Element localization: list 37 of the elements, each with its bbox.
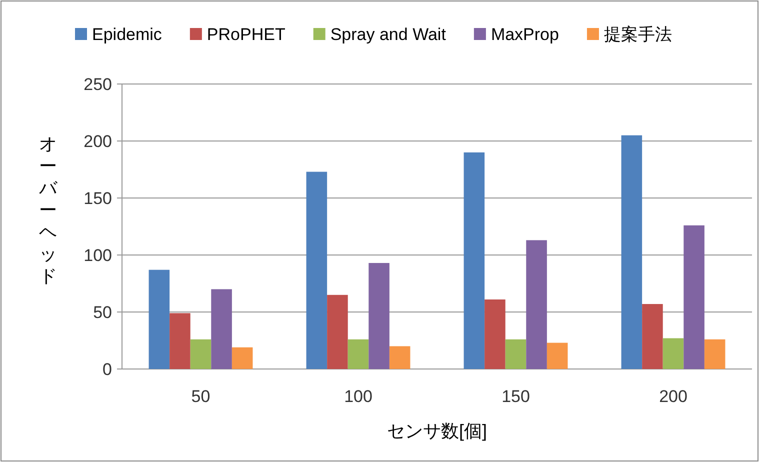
legend-label: Epidemic: [92, 25, 162, 44]
bar: [484, 299, 506, 369]
bar: [148, 270, 170, 369]
y-tick-label: 250: [84, 75, 112, 94]
y-tick-label: 150: [84, 189, 112, 208]
y-tick-label: 200: [84, 132, 112, 151]
x-tick-label: 100: [344, 387, 372, 406]
y-tick-label: 100: [84, 246, 112, 265]
bar: [505, 339, 526, 369]
bar: [704, 339, 726, 369]
legend-label: Spray and Wait: [330, 25, 446, 44]
bar: [464, 152, 485, 369]
x-tick-label: 50: [191, 387, 210, 406]
x-axis-title: センサ数[個]: [386, 421, 488, 441]
bar: [327, 294, 348, 369]
legend-label: PRoPHET: [206, 25, 286, 44]
bar: [642, 304, 663, 369]
bar: [232, 347, 253, 369]
bar: [389, 346, 410, 369]
bar: [621, 135, 642, 369]
y-axis-title: オーバーヘッド: [38, 134, 58, 286]
legend-label: 提案手法: [604, 25, 672, 44]
bar: [684, 225, 704, 369]
bar: [368, 262, 390, 369]
bar: [190, 339, 212, 369]
bar: [306, 172, 328, 369]
bar: [170, 313, 190, 369]
bar: [546, 342, 568, 369]
legend-label: MaxProp: [490, 25, 559, 44]
bar: [211, 289, 232, 369]
y-tick-label: 50: [93, 303, 112, 322]
x-tick-label: 200: [659, 387, 688, 406]
x-tick-label: 150: [502, 387, 530, 406]
bar: [348, 339, 369, 369]
y-tick-label: 0: [102, 360, 112, 379]
bar: [662, 338, 684, 369]
bar: [526, 240, 547, 369]
